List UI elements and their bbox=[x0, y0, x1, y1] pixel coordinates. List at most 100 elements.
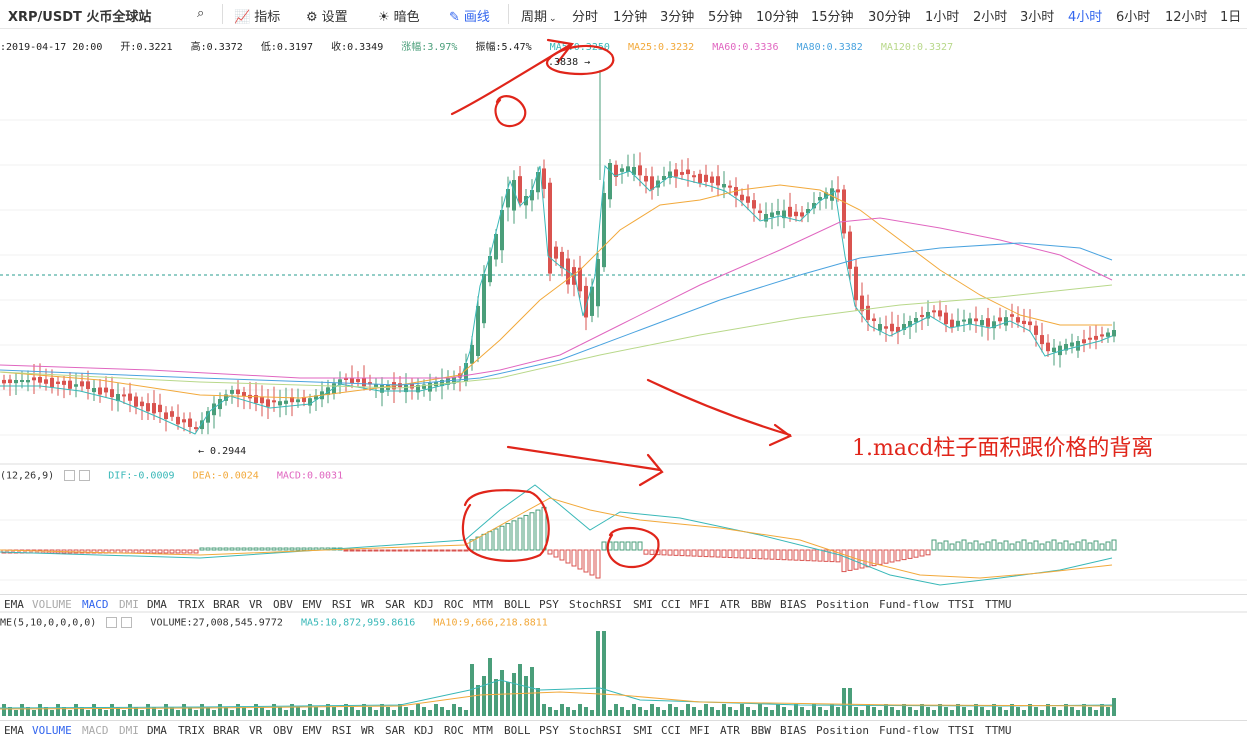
tab-kdj[interactable]: KDJ bbox=[414, 598, 434, 611]
tab-cci[interactable]: CCI bbox=[661, 724, 681, 737]
tab-vr[interactable]: VR bbox=[249, 724, 263, 737]
tab-mfi[interactable]: MFI bbox=[690, 724, 710, 737]
tab-boll[interactable]: BOLL bbox=[504, 598, 531, 611]
tab-cci[interactable]: CCI bbox=[661, 598, 681, 611]
tab-volume[interactable]: VOLUME bbox=[32, 724, 72, 737]
candle-body bbox=[332, 383, 336, 394]
tab-wr[interactable]: WR bbox=[361, 598, 375, 611]
period-13[interactable]: 1日 bbox=[1220, 10, 1242, 25]
tab-bbw[interactable]: BBW bbox=[751, 598, 771, 611]
tab-macd[interactable]: MACD bbox=[82, 598, 109, 611]
volume-bar bbox=[314, 707, 318, 716]
tab-obv[interactable]: OBV bbox=[273, 598, 293, 611]
period-5[interactable]: 15分钟 bbox=[811, 10, 854, 25]
tab-ema[interactable]: EMA bbox=[4, 598, 24, 611]
tab-psy[interactable]: PSY bbox=[539, 724, 559, 737]
volume-bar bbox=[866, 704, 870, 716]
tab-ema[interactable]: EMA bbox=[4, 724, 24, 737]
tab-mtm[interactable]: MTM bbox=[473, 598, 493, 611]
tab-smi[interactable]: SMI bbox=[633, 724, 653, 737]
tab-stochrsi[interactable]: StochRSI bbox=[569, 724, 622, 737]
period-3[interactable]: 5分钟 bbox=[708, 10, 743, 25]
tab-sar[interactable]: SAR bbox=[385, 598, 405, 611]
tab-fund-flow[interactable]: Fund-flow bbox=[879, 724, 939, 737]
tab-sar[interactable]: SAR bbox=[385, 724, 405, 737]
macd-bar bbox=[385, 549, 391, 552]
tab-dma[interactable]: DMA bbox=[147, 724, 167, 737]
indicator-button[interactable]: 📈 指标 bbox=[234, 6, 280, 25]
period-2[interactable]: 3分钟 bbox=[660, 10, 695, 25]
tab-bias[interactable]: BIAS bbox=[780, 598, 807, 611]
volume-bar bbox=[68, 710, 72, 716]
macd-bar bbox=[1027, 542, 1033, 551]
tab-position[interactable]: Position bbox=[816, 724, 869, 737]
tab-smi[interactable]: SMI bbox=[633, 598, 653, 611]
macd-bar bbox=[709, 549, 715, 558]
macd-settings-icon[interactable] bbox=[64, 470, 76, 481]
period-0[interactable]: 分时 bbox=[572, 10, 599, 25]
tab-kdj[interactable]: KDJ bbox=[414, 724, 434, 737]
tab-stochrsi[interactable]: StochRSI bbox=[569, 598, 622, 611]
tab-boll[interactable]: BOLL bbox=[504, 724, 531, 737]
macd-dif: DIF:-0.0009 bbox=[108, 470, 175, 482]
tab-ttsi[interactable]: TTSI bbox=[948, 598, 975, 611]
macd-bar bbox=[409, 549, 415, 552]
settings-button[interactable]: ⚙ 设置 bbox=[306, 6, 348, 25]
candle-body bbox=[146, 403, 150, 412]
period-1[interactable]: 1分钟 bbox=[613, 10, 648, 25]
tab-dma[interactable]: DMA bbox=[147, 598, 167, 611]
theme-button[interactable]: ☀ 暗色 bbox=[378, 6, 420, 25]
tab-atr[interactable]: ATR bbox=[720, 598, 740, 611]
period-8[interactable]: 2小时 bbox=[973, 10, 1008, 25]
period-4[interactable]: 10分钟 bbox=[756, 10, 799, 25]
period-9[interactable]: 3小时 bbox=[1020, 10, 1055, 25]
period-12[interactable]: 12小时 bbox=[1165, 10, 1208, 25]
tab-wr[interactable]: WR bbox=[361, 724, 375, 737]
tab-macd[interactable]: MACD bbox=[82, 724, 109, 737]
tab-brar[interactable]: BRAR bbox=[213, 724, 240, 737]
period-6[interactable]: 30分钟 bbox=[868, 10, 911, 25]
period-10[interactable]: 4小时 bbox=[1068, 10, 1103, 25]
period-11[interactable]: 6小时 bbox=[1116, 10, 1151, 25]
period-7[interactable]: 1小时 bbox=[925, 10, 960, 25]
tab-roc[interactable]: ROC bbox=[444, 724, 464, 737]
draw-button[interactable]: ✎ 画线 bbox=[449, 6, 490, 25]
tab-ttmu[interactable]: TTMU bbox=[985, 724, 1012, 737]
search-icon[interactable]: ⌕ bbox=[197, 6, 205, 21]
tab-bias[interactable]: BIAS bbox=[780, 724, 807, 737]
candle-body bbox=[1100, 334, 1104, 337]
candle-body bbox=[104, 387, 108, 393]
tab-vr[interactable]: VR bbox=[249, 598, 263, 611]
tab-trix[interactable]: TRIX bbox=[178, 724, 205, 737]
tab-dmi[interactable]: DMI bbox=[119, 598, 139, 611]
tab-obv[interactable]: OBV bbox=[273, 724, 293, 737]
tab-psy[interactable]: PSY bbox=[539, 598, 559, 611]
tab-rsi[interactable]: RSI bbox=[332, 724, 352, 737]
tab-brar[interactable]: BRAR bbox=[213, 598, 240, 611]
tab-ttmu[interactable]: TTMU bbox=[985, 598, 1012, 611]
candle-body bbox=[920, 314, 924, 317]
volume-close-icon[interactable] bbox=[121, 617, 133, 628]
period-dropdown[interactable]: 周期 ⌄ bbox=[521, 6, 557, 25]
tab-volume[interactable]: VOLUME bbox=[32, 598, 72, 611]
tab-position[interactable]: Position bbox=[816, 598, 869, 611]
volume-bar bbox=[1076, 710, 1080, 716]
candle-body bbox=[890, 323, 894, 332]
tab-trix[interactable]: TRIX bbox=[178, 598, 205, 611]
tab-emv[interactable]: EMV bbox=[302, 598, 322, 611]
tab-bbw[interactable]: BBW bbox=[751, 724, 771, 737]
tab-mfi[interactable]: MFI bbox=[690, 598, 710, 611]
candle-body bbox=[902, 324, 906, 330]
tab-rsi[interactable]: RSI bbox=[332, 598, 352, 611]
tab-mtm[interactable]: MTM bbox=[473, 724, 493, 737]
candle-body bbox=[1088, 337, 1092, 340]
tab-emv[interactable]: EMV bbox=[302, 724, 322, 737]
tab-fund-flow[interactable]: Fund-flow bbox=[879, 598, 939, 611]
tab-atr[interactable]: ATR bbox=[720, 724, 740, 737]
tab-ttsi[interactable]: TTSI bbox=[948, 724, 975, 737]
tab-dmi[interactable]: DMI bbox=[119, 724, 139, 737]
tab-roc[interactable]: ROC bbox=[444, 598, 464, 611]
macd-close-icon[interactable] bbox=[79, 470, 91, 481]
volume-settings-icon[interactable] bbox=[106, 617, 118, 628]
